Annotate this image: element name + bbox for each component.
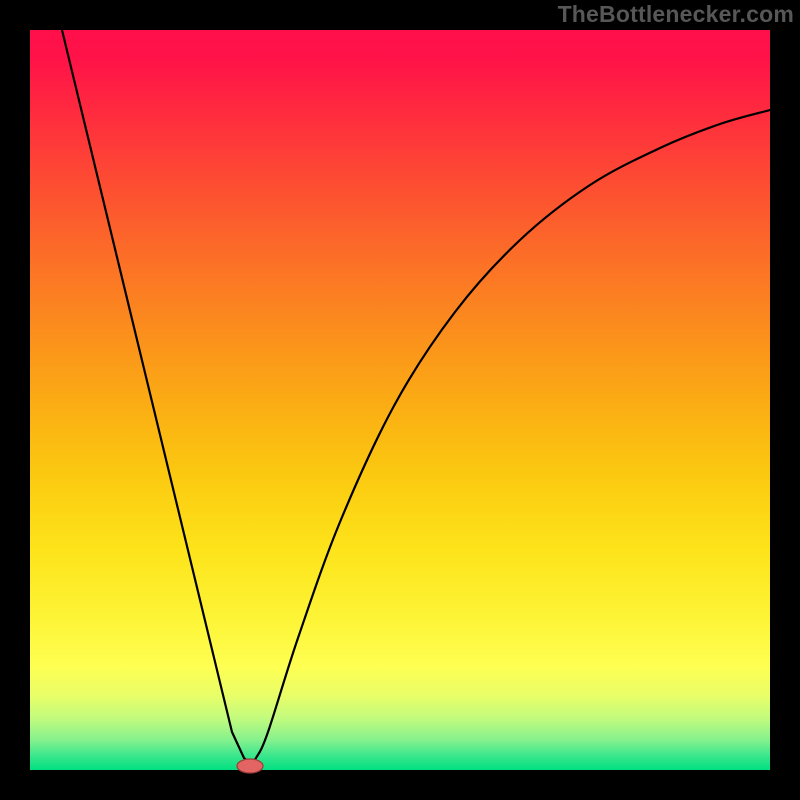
chart-canvas: [0, 0, 800, 800]
optimum-marker: [237, 759, 263, 773]
watermark-text: TheBottlenecker.com: [558, 1, 794, 28]
gradient-background: [30, 30, 770, 770]
chart-root: TheBottlenecker.com: [0, 0, 800, 800]
